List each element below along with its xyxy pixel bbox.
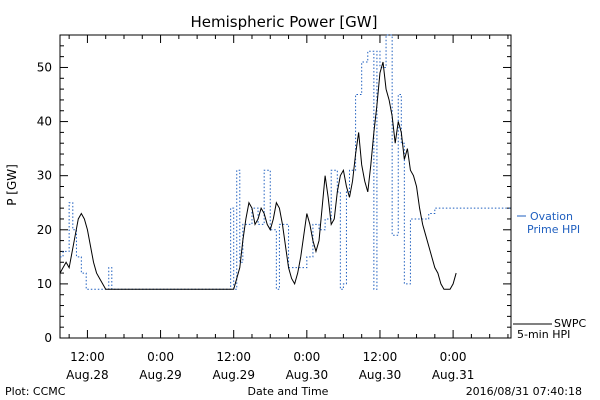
legend-swpc-label-2: 5-min HPI	[517, 328, 570, 341]
series-ovation-line	[60, 34, 511, 290]
x-tick-label-time: 0:00	[293, 350, 320, 364]
y-tick-label: 40	[37, 115, 52, 129]
y-tick-label: 10	[37, 277, 52, 291]
x-tick-label-time: 12:00	[70, 350, 105, 364]
x-axis-label: Date and Time	[248, 385, 329, 398]
x-tick-label-time: 12:00	[363, 350, 398, 364]
legend-ovation-label: Ovation	[530, 210, 573, 223]
chart-title: Hemispheric Power [GW]	[191, 13, 378, 31]
plot-credit: Plot: CCMC	[5, 385, 66, 398]
x-tick-label-date: Aug.28	[66, 368, 109, 382]
series-layer	[59, 34, 511, 290]
y-tick-label: 50	[37, 60, 52, 74]
legend-swpc-label: SWPC	[554, 317, 586, 330]
x-tick-label-date: Aug.30	[359, 368, 402, 382]
legend-ovation-label-2: Prime HPI	[527, 223, 580, 236]
x-tick-label-date: Aug.29	[212, 368, 255, 382]
y-tick-label: 0	[44, 331, 52, 345]
x-axis: 12:00 Aug.28 0:00 Aug.29 12:00 Aug.29 0:00 Aug.…	[66, 35, 509, 382]
x-tick-label-date: Aug.29	[139, 368, 182, 382]
y-tick-label: 20	[37, 223, 52, 237]
y-axis: 0 10 20 30 40 50	[37, 34, 511, 345]
plot-frame	[59, 34, 512, 339]
y-tick-label: 30	[37, 169, 52, 183]
x-tick-label-time: 0:00	[440, 350, 467, 364]
plot-timestamp: 2016/08/31 07:40:18	[466, 385, 582, 398]
x-tick-label-time: 0:00	[147, 350, 174, 364]
x-tick-label-time: 12:00	[216, 350, 251, 364]
series-swpc-line	[59, 61, 457, 290]
x-tick-label-date: Aug.31	[432, 368, 475, 382]
y-axis-label: P [GW]	[5, 164, 19, 206]
x-tick-label-date: Aug.30	[286, 368, 329, 382]
